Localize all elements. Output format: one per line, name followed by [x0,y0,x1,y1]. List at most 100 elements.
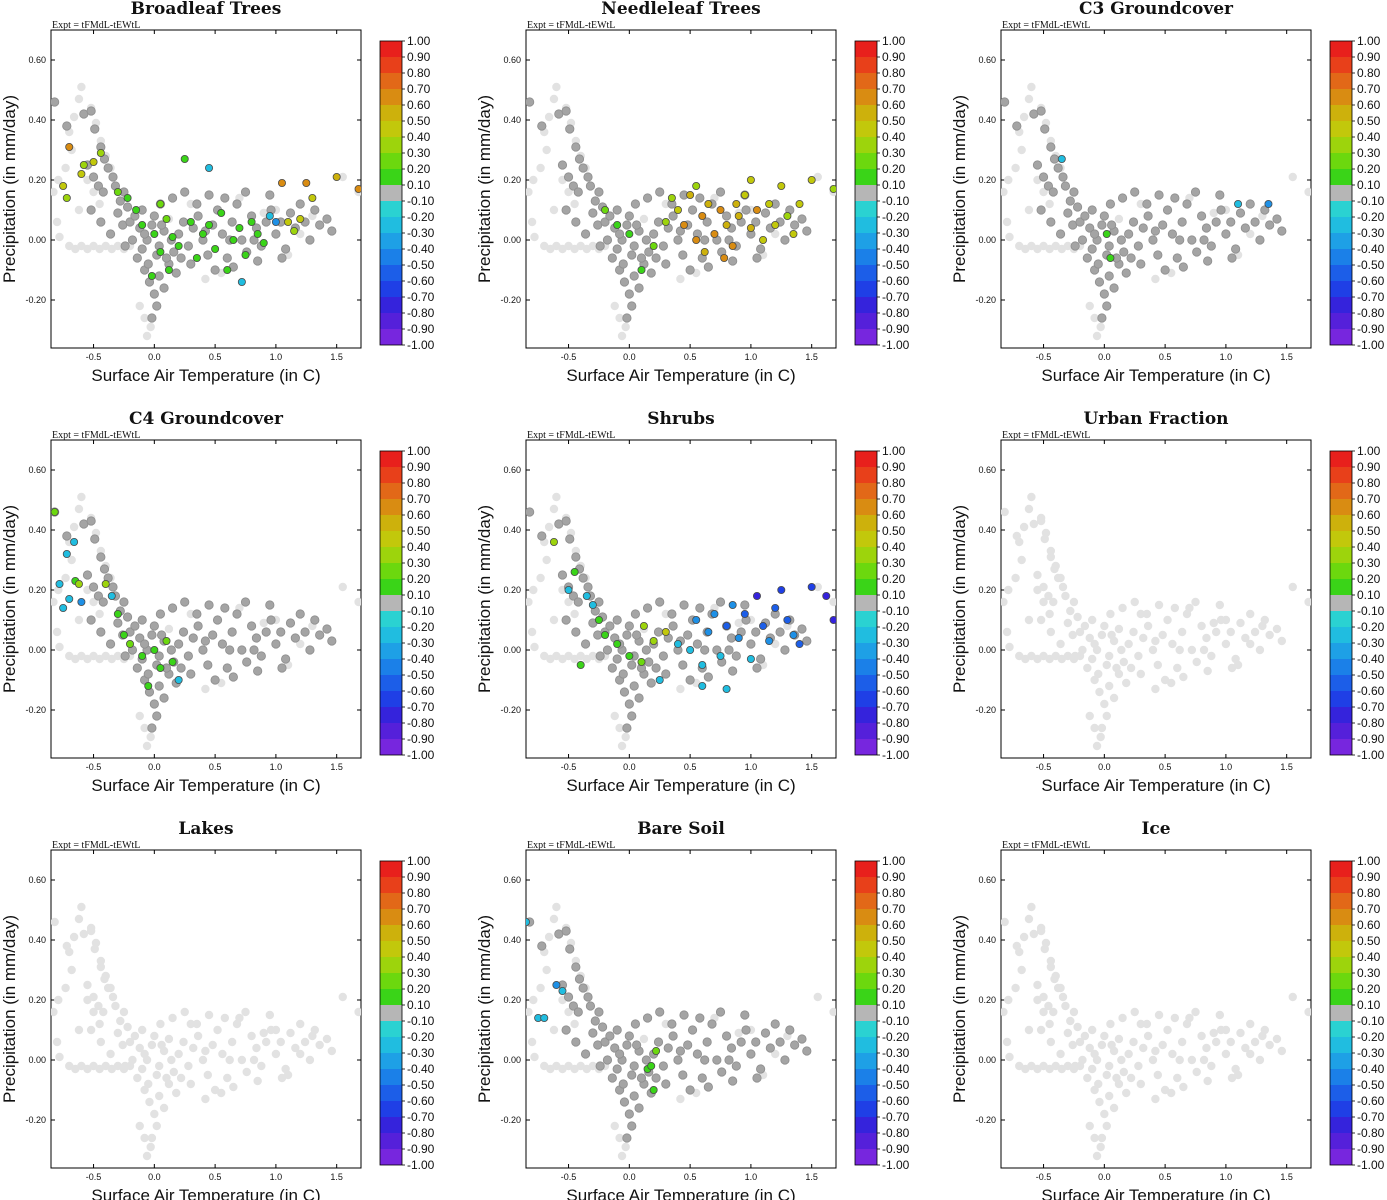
scatter-point-light [1114,1034,1124,1044]
scatter-point [220,193,230,203]
scatter-point-light [1092,741,1102,751]
colorbar-label: -1.00 [1357,1158,1385,1172]
colorbar-frame [854,450,878,756]
scatter-point-light [558,1064,567,1074]
y-tick-label: -0.20 [500,295,521,305]
scatter-point [627,301,637,311]
scatter-point-colored [807,583,816,592]
scatter-point-light [67,555,76,565]
x-tick-label: -0.5 [86,352,102,362]
scatter-point [203,1070,213,1080]
panel-title: Needleleaf Trees [601,0,760,19]
scatter-point [1063,208,1073,218]
scatter-point [537,531,547,541]
scatter-point [1138,223,1148,233]
scatter-point [256,651,266,661]
y-tick-label: 0.20 [978,175,996,185]
scatter-point-colored [552,981,561,990]
scatter-point [692,1049,703,1059]
scatter-point [537,941,547,951]
colorbar-label: -0.10 [882,604,910,618]
scatter-point-light [259,208,268,218]
scatter-point [1175,1055,1184,1065]
scatter-point-light [615,313,624,323]
scatter-point-light [1002,217,1012,227]
scatter-point [785,1025,795,1035]
scatter-point-light [1024,94,1034,104]
scatter-point [1142,1019,1152,1029]
scatter-point [1139,633,1148,643]
colorbar-swatch [1330,1149,1352,1165]
colorbar-label: -0.10 [1357,1014,1385,1028]
scatter-point [1130,597,1139,607]
scatter-point [1148,235,1158,245]
scatter-point [1119,657,1128,667]
scatter-point-light [1021,654,1030,664]
scatter-point [653,627,664,637]
colorbar-swatch [855,973,877,989]
y-tick-label: 0.40 [503,525,521,535]
colorbar-label: -0.60 [407,1094,435,1108]
scatter-point [192,199,202,209]
scatter-point-light [55,232,64,242]
colorbar-label: -0.70 [882,1110,910,1124]
colorbar-label: 0.50 [407,114,431,128]
scatter-point-light [1017,555,1026,565]
colorbar-label: 0.80 [882,476,906,490]
scatter-point [137,244,147,254]
scatter-point-colored [79,160,88,169]
scatter-point [1095,1097,1104,1107]
scatter-point [1173,663,1182,673]
scatter-point-light [1017,145,1026,155]
scatter-point-colored [265,211,274,220]
colorbar-label: -0.20 [882,620,910,634]
scatter-point [590,196,600,206]
scatter-point [106,1049,115,1059]
y-tick-label: -0.20 [25,1115,46,1125]
scatter-point [1177,217,1187,227]
colorbar-label: -0.50 [1357,258,1385,272]
scatter-point [296,1019,305,1029]
colorbar-swatch [380,105,402,121]
scatter-point [580,229,591,239]
scatter-point-light [1114,214,1124,224]
colorbar-label: -0.20 [407,1030,435,1044]
scatter-point-light [51,1007,58,1017]
y-tick-label: 0.20 [503,585,521,595]
scatter-point [683,1040,693,1050]
scatter-point-colored [150,229,159,238]
scatter-point [180,597,190,607]
scatter-point [174,639,184,649]
scatter-point [618,1079,628,1089]
scatter-point [108,992,118,1002]
scatter-point-light [1045,609,1054,619]
colorbar-swatch [380,329,402,345]
scatter-point-colored [576,661,585,670]
y-tick-label: 0.40 [28,935,46,945]
scatter-point [634,283,644,293]
colorbar-swatch [855,909,877,925]
scatter-point [1044,591,1053,601]
scatter-point [183,241,193,251]
scatter-point [1032,160,1043,170]
scatter-point-colored [704,199,713,208]
scatter-point [1128,217,1139,227]
scatter-point [594,1007,604,1017]
scatter-point [111,1001,120,1011]
scatter-point-light [582,1064,591,1074]
colorbar-swatch [380,1101,402,1117]
scatter-point [147,220,157,230]
scatter-point [585,181,596,191]
scatter-point [281,1064,290,1074]
colorbar-label: 0.90 [407,870,431,884]
y-axis-label: Precipitation (in mm/day) [0,915,19,1103]
scatter-point-light [546,1064,555,1074]
scatter-point [780,645,790,655]
scatter-point [93,591,104,601]
scatter-point [1133,241,1143,251]
scatter-point [1175,645,1184,655]
colorbar-label: -0.70 [882,700,910,714]
colorbar-label: 0.90 [882,870,906,884]
scatter-point [327,636,337,646]
scatter-point [86,205,96,215]
